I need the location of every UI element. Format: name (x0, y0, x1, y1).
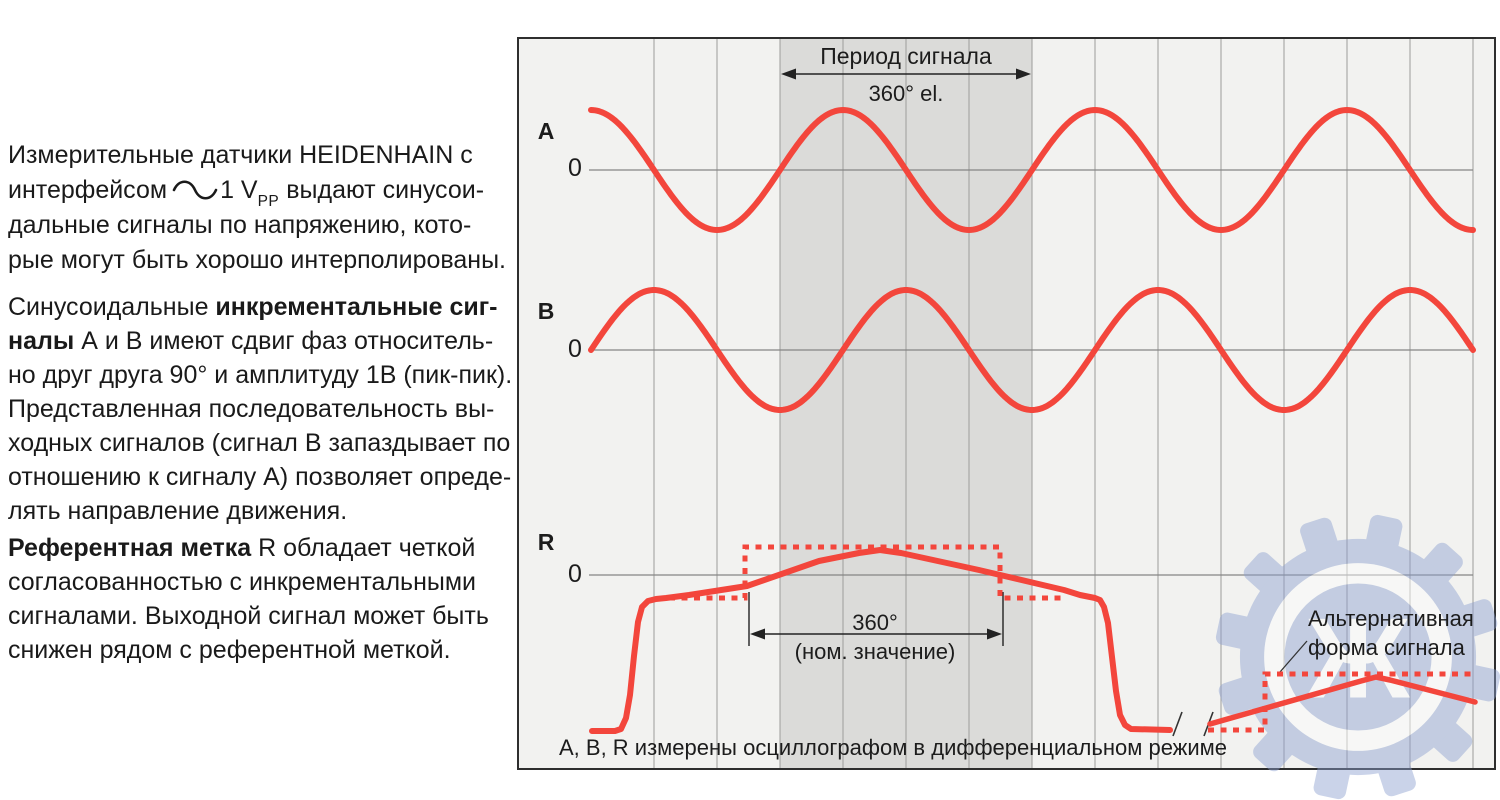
signal-r-label: R (537, 529, 555, 555)
alt-form-label-line1: Альтернативная (1308, 606, 1474, 631)
text-line: 1 V (220, 176, 258, 204)
signal-b-zero-label: 0 (568, 335, 582, 363)
period-degrees-label: 360° el. (868, 81, 944, 106)
signal-r-alt-curve (1207, 674, 1478, 727)
alt-form-label: Альтернативная форма сигнала (1308, 604, 1493, 662)
text-line: Измерительные датчики HEIDENHAIN с (8, 141, 473, 169)
text-line: Синусоидальные (8, 293, 216, 321)
text-line: дальные сигналы по напряжению, кото- (8, 211, 472, 239)
grid-layer (589, 39, 1474, 768)
alt-form-callout-line (1279, 640, 1308, 673)
watermark-letter: Ж (1305, 596, 1410, 723)
signal-b-label: B (537, 298, 555, 324)
paragraph-reference-mark: Референтная метка R обладает четкой согл… (8, 531, 489, 667)
text-line: Представленная последовательность вы- (8, 395, 495, 423)
gear-ring (1239, 538, 1477, 776)
text-line: согласованностью с инкрементальными (8, 568, 476, 596)
axis-break-marks (1172, 711, 1214, 737)
paragraph-incremental-signals: Синусоидальные инкрементальные сиг- налы… (8, 290, 512, 528)
text-line: но друг друга 90° и амплитуду 1В (пик-пи… (8, 361, 513, 389)
signal-r-zero-label: 0 (568, 560, 582, 588)
text-line: А и В имеют сдвиг фаз относитель- (74, 327, 494, 355)
period-dimension-arrow (781, 68, 1031, 80)
text-line: R обладает четкой (251, 534, 476, 562)
text-line: сигналами. Выходной сигнал может быть (8, 602, 489, 630)
signal-a-curve (588, 107, 1476, 233)
signal-r-nominal-dotted (669, 544, 1064, 601)
signal-a-zero-label: 0 (568, 154, 582, 182)
bold-term: Референтная метка (8, 534, 252, 562)
vpp-subscript: PP (257, 193, 280, 210)
ref-width-note: (ном. значение) (794, 639, 956, 664)
text-line: лять направление движения. (8, 497, 348, 525)
paragraph-interface: Измерительные датчики HEIDENHAIN с интер… (8, 138, 506, 278)
measurement-caption: A, B, R измерены осциллографом в диффере… (559, 735, 1228, 760)
signal-r-curve (589, 547, 1173, 734)
signal-a-label: A (537, 118, 555, 144)
text-line: снижен рядом с референтной меткой. (8, 636, 451, 664)
alt-form-label-line2: форма сигнала (1308, 635, 1465, 660)
text-line: ходных сигналов (сигнал В запаздывает по (8, 429, 511, 457)
ref-width-dimension-arrow (748, 592, 1004, 646)
sine-wave-icon (172, 180, 218, 200)
text-line: выдают синусои- (279, 176, 485, 204)
gear-ring-gap (1264, 563, 1452, 751)
text-line: рые могут быть хорошо интерполированы. (8, 246, 506, 274)
ref-width-value: 360° (852, 610, 898, 635)
signal-r-alt-dotted (1208, 671, 1471, 733)
period-label: Период сигнала (820, 43, 992, 69)
bold-term: налы (8, 327, 75, 355)
gear-teeth (1215, 514, 1500, 800)
signal-waveform-diagram: Ж Период сигнала 360° el. A 0 B 0 R (517, 37, 1500, 800)
signal-layer (588, 68, 1478, 737)
signal-b-curve (588, 287, 1476, 413)
bold-term: инкрементальные сиг- (215, 293, 498, 321)
text-line: отношению к сигналу А) позволяет опреде- (8, 463, 512, 491)
text-line: интерфейсом (8, 176, 168, 204)
